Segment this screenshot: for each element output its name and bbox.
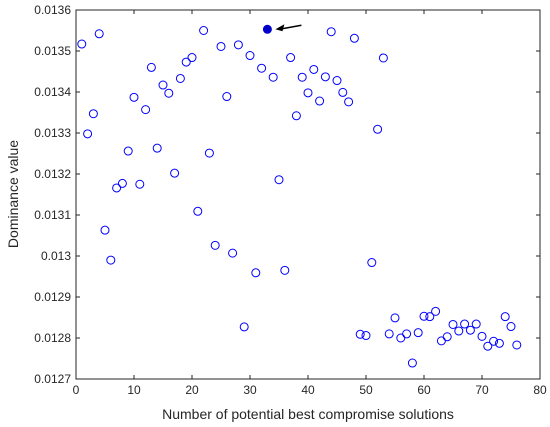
data-point [419, 311, 429, 321]
y-tick-label: 0.0127 [34, 372, 71, 386]
data-point [170, 168, 180, 178]
x-tick-label: 0 [73, 383, 80, 397]
data-point [210, 240, 220, 250]
data-point [175, 73, 185, 83]
data-point [100, 225, 110, 235]
data-point [181, 57, 191, 67]
data-point [280, 265, 290, 275]
data-point [129, 92, 139, 102]
data-point [245, 51, 255, 61]
x-tick-label: 70 [475, 383, 489, 397]
plot-area: 0 10 20 30 40 50 60 70 80 0.0127 0.0128 0.0129 0.013… [34, 3, 547, 397]
data-point [94, 29, 104, 39]
x-tick-label: 50 [359, 383, 373, 397]
data-point [204, 148, 214, 158]
data-point [239, 322, 249, 332]
data-point [158, 80, 168, 90]
y-axis-label: Dominance value [5, 140, 21, 248]
x-tick-label: 40 [301, 383, 315, 397]
data-point [355, 329, 365, 339]
data-point [112, 183, 122, 193]
data-point [344, 97, 354, 107]
x-tick-label: 60 [417, 383, 431, 397]
data-point [228, 248, 238, 258]
data-point [483, 341, 493, 351]
data-point [199, 26, 209, 35]
data-point [274, 175, 284, 185]
data-point [512, 340, 522, 350]
data-point [332, 76, 342, 86]
data-point [315, 96, 325, 106]
x-tick-label: 10 [127, 383, 141, 397]
y-tick-label: 0.0129 [34, 290, 71, 304]
data-point [135, 179, 145, 189]
data-point [106, 255, 116, 265]
data-point [431, 306, 441, 316]
data-point [152, 143, 162, 153]
y-tick-label: 0.0135 [34, 44, 71, 58]
x-axis-label: Number of potential best compromise solu… [162, 406, 454, 422]
data-point [309, 64, 319, 74]
data-point [164, 88, 174, 98]
data-point [187, 53, 197, 63]
y-tick-label: 0.0132 [34, 167, 71, 181]
data-point [297, 72, 307, 82]
data-point [251, 268, 261, 278]
data-point [373, 124, 383, 134]
data-point [326, 27, 336, 37]
y-tick-label: 0.0136 [34, 3, 71, 17]
x-tick-label: 30 [243, 383, 257, 397]
data-point [83, 129, 93, 139]
data-point [338, 87, 348, 97]
data-point [390, 313, 400, 323]
data-point [471, 319, 481, 329]
data-point [88, 109, 98, 119]
data-point [222, 92, 232, 102]
arrow-head [275, 24, 285, 32]
y-tick-label: 0.0128 [34, 331, 71, 345]
data-point [303, 88, 313, 98]
data-point [489, 336, 499, 346]
data-point [291, 111, 301, 121]
data-point [477, 331, 487, 341]
data-point [454, 326, 464, 336]
highlighted-point [262, 24, 272, 34]
x-tick-label: 20 [185, 383, 199, 397]
data-point [146, 62, 156, 72]
data-point [506, 322, 516, 332]
data-point [349, 33, 359, 43]
data-point [494, 338, 504, 348]
data-point [193, 206, 203, 216]
data-point [257, 63, 267, 73]
data-point [442, 332, 452, 342]
data-point [460, 319, 470, 329]
y-tick-label: 0.013 [41, 249, 71, 263]
y-tick-label: 0.0133 [34, 126, 71, 140]
data-point [367, 258, 377, 268]
data-point [465, 325, 475, 335]
data-point [286, 53, 296, 63]
data-point [320, 72, 330, 82]
data-point [500, 312, 510, 322]
data-point [425, 312, 435, 322]
data-point [448, 319, 458, 329]
data-point [123, 146, 133, 156]
data-point [413, 328, 423, 338]
data-point [402, 329, 412, 339]
data-point [117, 178, 127, 188]
data-point [141, 105, 151, 115]
data-point [77, 39, 87, 49]
x-tick-label: 80 [533, 383, 547, 397]
data-point [407, 358, 417, 368]
data-point [378, 53, 388, 63]
y-tick-label: 0.0131 [34, 208, 71, 222]
data-point [361, 331, 371, 341]
y-tick-label: 0.0134 [34, 85, 71, 99]
data-point [216, 41, 226, 51]
data-point [233, 40, 243, 50]
data-point [268, 72, 278, 82]
data-point [384, 329, 394, 339]
